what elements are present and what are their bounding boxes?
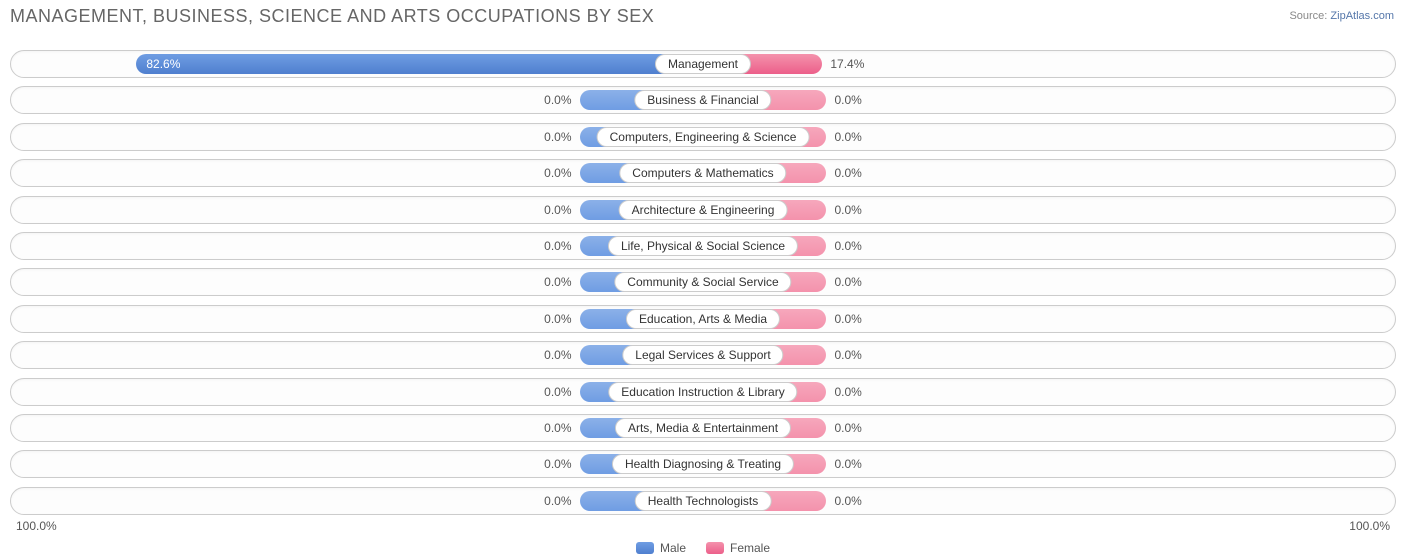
chart-row: 0.0% 0.0% Computers, Engineering & Science [10, 123, 1396, 151]
male-pct-label: 0.0% [536, 130, 579, 144]
female-pct-label: 0.0% [826, 166, 869, 180]
male-pct-label: 0.0% [536, 385, 579, 399]
female-pct-label: 0.0% [826, 203, 869, 217]
female-pct-label: 0.0% [826, 130, 869, 144]
chart-row: 0.0% 0.0% Health Diagnosing & Treating [10, 450, 1396, 478]
chart-title: MANAGEMENT, BUSINESS, SCIENCE AND ARTS O… [10, 6, 654, 27]
category-label: Education, Arts & Media [626, 309, 780, 329]
category-label: Legal Services & Support [622, 345, 783, 365]
male-pct-label: 0.0% [536, 203, 579, 217]
male-pct-label: 0.0% [536, 239, 579, 253]
male-pct-label: 0.0% [536, 421, 579, 435]
female-pct-label: 0.0% [826, 312, 869, 326]
female-pct-label: 17.4% [822, 57, 872, 71]
category-label: Computers & Mathematics [619, 163, 786, 183]
x-axis: 100.0% 100.0% [16, 519, 1390, 535]
source-label: Source: [1289, 10, 1327, 22]
category-label: Life, Physical & Social Science [608, 236, 798, 256]
male-pct-label: 0.0% [536, 166, 579, 180]
legend-male-label: Male [660, 541, 686, 555]
male-bar: 82.6% [136, 54, 703, 74]
chart-row: 0.0% 0.0% Health Technologists [10, 487, 1396, 515]
chart-row: 0.0% 0.0% Community & Social Service [10, 268, 1396, 296]
female-pct-label: 0.0% [826, 385, 869, 399]
female-pct-label: 0.0% [826, 275, 869, 289]
male-pct-label: 0.0% [536, 494, 579, 508]
male-pct-label: 0.0% [536, 275, 579, 289]
male-pct-label: 0.0% [536, 457, 579, 471]
legend-female-label: Female [730, 541, 770, 555]
category-label: Arts, Media & Entertainment [615, 418, 791, 438]
female-pct-label: 0.0% [826, 348, 869, 362]
chart-row: 0.0% 0.0% Legal Services & Support [10, 341, 1396, 369]
legend-item-male: Male [636, 541, 686, 555]
female-pct-label: 0.0% [826, 421, 869, 435]
axis-right-label: 100.0% [1349, 519, 1390, 533]
chart-row: 0.0% 0.0% Computers & Mathematics [10, 159, 1396, 187]
female-swatch-icon [706, 542, 724, 554]
category-label: Architecture & Engineering [619, 200, 788, 220]
category-label: Business & Financial [634, 90, 771, 110]
legend-item-female: Female [706, 541, 770, 555]
chart-row: 0.0% 0.0% Life, Physical & Social Science [10, 232, 1396, 260]
axis-left-label: 100.0% [16, 519, 57, 533]
diverging-bar-chart: 82.6% 17.4% Management 0.0% 0.0% Business & F… [10, 50, 1396, 515]
category-label: Computers, Engineering & Science [597, 127, 810, 147]
chart-row: 82.6% 17.4% Management [10, 50, 1396, 78]
male-swatch-icon [636, 542, 654, 554]
female-pct-label: 0.0% [826, 93, 869, 107]
category-label: Health Diagnosing & Treating [612, 454, 794, 474]
category-label: Community & Social Service [614, 272, 791, 292]
source-value: ZipAtlas.com [1330, 10, 1394, 22]
male-pct-label: 0.0% [536, 348, 579, 362]
category-label: Education Instruction & Library [608, 382, 797, 402]
female-pct-label: 0.0% [826, 494, 869, 508]
male-pct-label: 0.0% [536, 312, 579, 326]
chart-row: 0.0% 0.0% Education, Arts & Media [10, 305, 1396, 333]
chart-row: 0.0% 0.0% Architecture & Engineering [10, 196, 1396, 224]
female-pct-label: 0.0% [826, 239, 869, 253]
chart-row: 0.0% 0.0% Arts, Media & Entertainment [10, 414, 1396, 442]
female-pct-label: 0.0% [826, 457, 869, 471]
chart-row: 0.0% 0.0% Business & Financial [10, 86, 1396, 114]
category-label: Health Technologists [635, 491, 772, 511]
chart-row: 0.0% 0.0% Education Instruction & Library [10, 378, 1396, 406]
male-pct-label: 0.0% [536, 93, 579, 107]
source-attribution: Source: ZipAtlas.com [1289, 10, 1394, 22]
category-label: Management [655, 54, 751, 74]
legend: Male Female [0, 541, 1406, 555]
